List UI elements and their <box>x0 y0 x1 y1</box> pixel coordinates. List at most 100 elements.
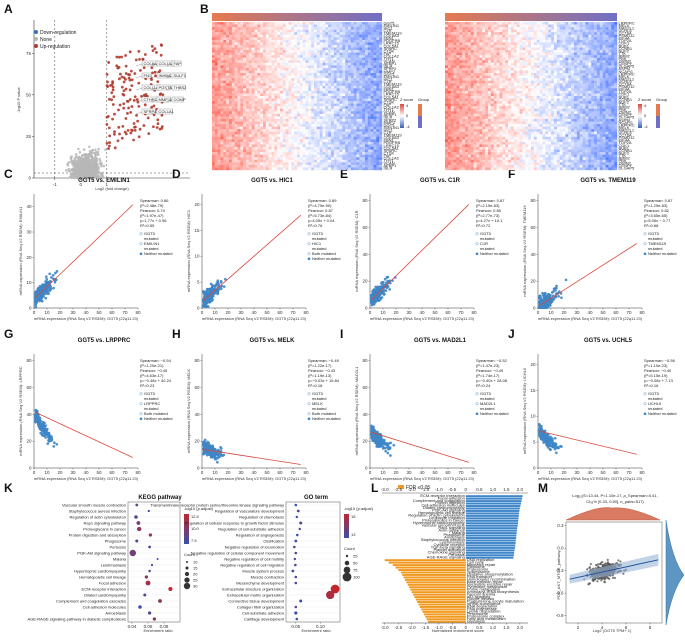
heat-cell <box>311 119 314 122</box>
heat-cell <box>252 55 255 58</box>
heat-cell <box>542 27 545 30</box>
heat-cell <box>272 65 275 68</box>
heat-cell <box>368 109 371 112</box>
heat-cell <box>249 88 252 91</box>
heat-cell <box>240 30 243 33</box>
heat-cell <box>212 55 215 58</box>
heat-cell <box>362 30 365 33</box>
heat-cell <box>240 88 243 91</box>
heat-cell <box>280 60 283 63</box>
heat-cell <box>303 119 306 122</box>
heat-cell <box>221 155 224 158</box>
heat-cell <box>280 96 283 99</box>
heat-cell <box>238 132 241 135</box>
heat-cell <box>311 35 314 38</box>
heat-cell <box>229 99 232 102</box>
heat-cell <box>317 119 320 122</box>
heat-cell <box>328 35 331 38</box>
heat-cell <box>594 32 597 35</box>
heat-cell <box>325 139 328 142</box>
heat-cell <box>314 139 317 142</box>
heat-cell <box>255 119 258 122</box>
heat-cell <box>218 122 221 125</box>
heat-cell <box>300 155 303 158</box>
heat-cell <box>362 104 365 107</box>
heat-cell <box>252 30 255 33</box>
heat-cell <box>359 83 362 86</box>
heat-cell <box>291 68 294 71</box>
heat-cell <box>263 116 266 119</box>
heat-cell <box>368 88 371 91</box>
heat-cell <box>223 162 226 165</box>
heat-cell <box>311 96 314 99</box>
heat-cell <box>235 63 238 66</box>
heat-cell <box>260 150 263 153</box>
heat-cell <box>232 162 235 165</box>
heat-cell <box>334 134 337 137</box>
heat-cell <box>269 68 272 71</box>
heat-cell <box>286 122 289 125</box>
heat-cell <box>286 157 289 160</box>
heat-cell <box>246 25 249 28</box>
heat-cell <box>340 147 343 150</box>
heat-cell <box>371 144 374 147</box>
heat-cell <box>280 99 283 102</box>
heat-cell <box>291 88 294 91</box>
heat-cell <box>359 124 362 127</box>
heat-cell <box>297 111 300 114</box>
heat-cell <box>317 160 320 163</box>
heat-cell <box>235 68 238 71</box>
heat-cell <box>542 30 545 33</box>
heat-cell <box>362 124 365 127</box>
heat-cell <box>232 32 235 35</box>
heat-cell <box>488 32 491 35</box>
heat-cell <box>252 134 255 137</box>
heat-cell <box>274 116 277 119</box>
heat-cell <box>263 91 266 94</box>
heat-cell <box>342 32 345 35</box>
heat-cell <box>277 150 280 153</box>
heat-cell <box>325 27 328 30</box>
heat-cell <box>221 139 224 142</box>
heat-cell <box>212 27 215 30</box>
heat-cell <box>371 32 374 35</box>
heat-cell <box>303 37 306 40</box>
heat-cell <box>212 83 215 86</box>
heat-cell <box>238 152 241 155</box>
heat-cell <box>331 93 334 96</box>
heat-cell <box>365 96 368 99</box>
heat-cell <box>223 63 226 66</box>
heat-cell <box>280 27 283 30</box>
gene-label-text: COMP <box>174 97 186 102</box>
heat-cell <box>252 70 255 73</box>
heat-cell <box>379 150 382 153</box>
heat-cell <box>331 96 334 99</box>
heat-cell <box>565 22 568 25</box>
heat-cell <box>357 96 360 99</box>
heat-cell <box>534 32 537 35</box>
heat-cell <box>229 134 232 137</box>
heat-cell <box>334 22 337 25</box>
heat-cell <box>272 78 275 81</box>
heat-cell <box>232 122 235 125</box>
heat-cell <box>297 104 300 107</box>
heat-cell <box>317 111 320 114</box>
heat-cell <box>280 42 283 45</box>
heat-cell <box>240 25 243 28</box>
heat-cell <box>362 116 365 119</box>
heat-cell <box>328 22 331 25</box>
heat-cell <box>246 42 249 45</box>
heat-cell <box>232 25 235 28</box>
heat-cell <box>218 152 221 155</box>
heat-cell <box>376 37 379 40</box>
heat-cell <box>340 157 343 160</box>
heat-cell <box>376 65 379 68</box>
heat-cell <box>340 155 343 158</box>
heat-cell <box>291 63 294 66</box>
heat-cell <box>269 167 272 170</box>
volcano-point-up <box>111 81 114 84</box>
heatmap-right <box>445 22 617 170</box>
heat-cell <box>357 157 360 160</box>
heat-cell <box>334 86 337 89</box>
heat-cell <box>342 142 345 145</box>
